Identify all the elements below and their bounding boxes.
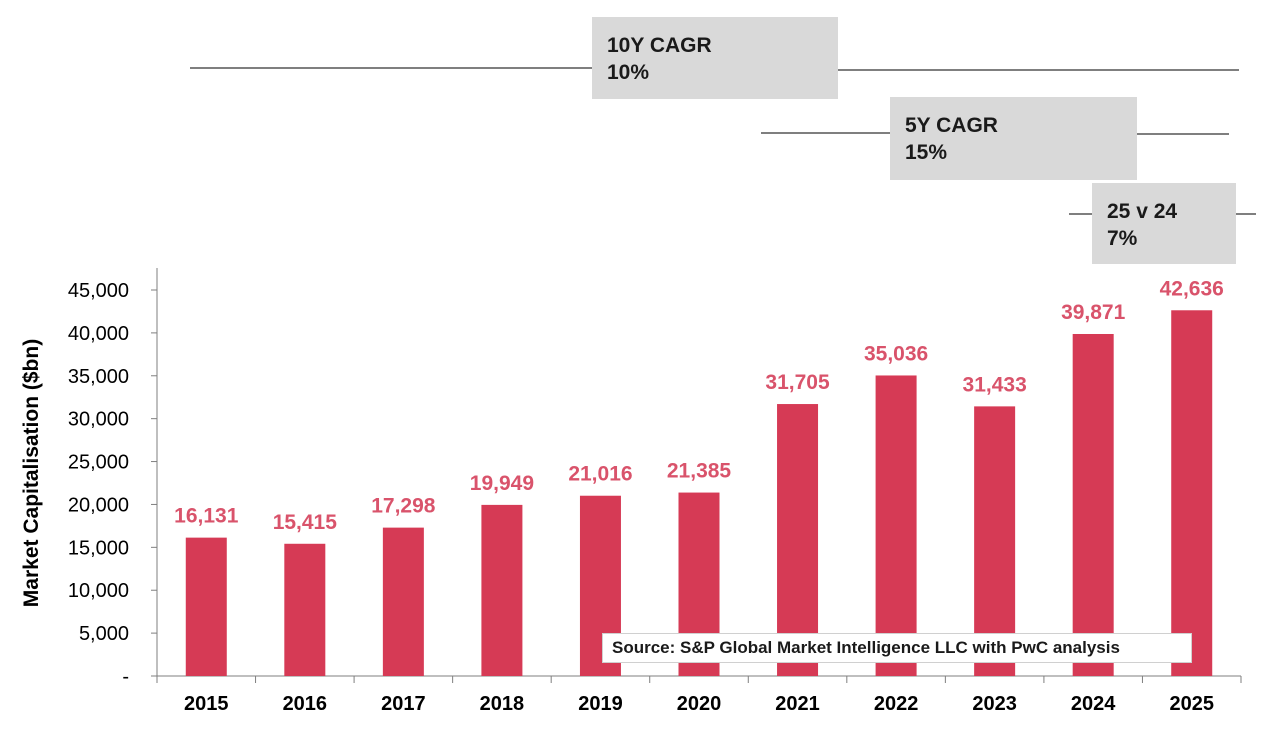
cagr-5y-line-right — [1137, 133, 1229, 135]
x-tick-label: 2025 — [1169, 693, 1214, 715]
yoy-title: 25 v 24 — [1107, 200, 1178, 223]
y-tick-label: 35,000 — [68, 366, 129, 388]
x-tick-label: 2020 — [677, 693, 722, 715]
yoy-box: 25 v 24 7% — [1092, 183, 1236, 264]
value-label: 19,949 — [470, 472, 534, 495]
x-tick-label: 2022 — [874, 693, 919, 715]
value-label: 21,016 — [568, 463, 632, 486]
cagr-5y-line-left — [761, 132, 890, 134]
y-tick-label: 40,000 — [68, 323, 129, 345]
cagr-10y-box: 10Y CAGR 10% — [592, 17, 838, 99]
y-tick-label: 30,000 — [68, 409, 129, 431]
cagr-10y-line-right — [838, 69, 1239, 71]
y-tick-label: 25,000 — [68, 452, 129, 474]
yoy-value: 7% — [1107, 227, 1138, 250]
y-tick-label: 10,000 — [68, 580, 129, 602]
y-axis-title: Market Capitalisation ($bn) — [20, 339, 43, 607]
cagr-10y-line-left — [190, 67, 592, 69]
cagr-10y-value: 10% — [607, 61, 650, 84]
bar — [382, 527, 424, 676]
cagr-5y-title: 5Y CAGR — [905, 114, 998, 137]
bar — [1171, 310, 1213, 676]
x-tick-label: 2023 — [972, 693, 1017, 715]
x-tick-label: 2019 — [578, 693, 623, 715]
value-label: 17,298 — [371, 495, 436, 518]
bar — [777, 404, 819, 676]
cagr-10y-title: 10Y CAGR — [607, 34, 712, 57]
cagr-5y-value: 15% — [905, 141, 948, 164]
y-tick-label: 15,000 — [68, 537, 129, 559]
y-tick-label: 20,000 — [68, 494, 129, 516]
value-label: 16,131 — [174, 505, 239, 528]
x-tick-label: 2021 — [775, 693, 820, 715]
source-note: Source: S&P Global Market Intelligence L… — [602, 633, 1192, 663]
yoy-line-left — [1069, 213, 1092, 215]
x-tick-label: 2016 — [283, 693, 328, 715]
value-label: 31,705 — [765, 371, 830, 394]
y-tick-label: 45,000 — [68, 280, 129, 302]
x-tick-label: 2018 — [480, 693, 525, 715]
y-tick-label: 5,000 — [79, 623, 129, 645]
bar — [284, 543, 326, 676]
value-label: 39,871 — [1061, 301, 1126, 324]
y-tick-label: - — [122, 666, 129, 688]
x-tick-label: 2017 — [381, 693, 426, 715]
x-tick-label: 2024 — [1071, 693, 1116, 715]
value-label: 21,385 — [667, 460, 732, 483]
value-label: 31,433 — [963, 373, 1027, 396]
bar — [875, 375, 917, 676]
x-tick-label: 2015 — [184, 693, 229, 715]
bar — [185, 537, 227, 676]
value-label: 35,036 — [864, 342, 928, 365]
value-label: 42,636 — [1160, 277, 1224, 300]
bar — [974, 406, 1016, 676]
cagr-5y-box: 5Y CAGR 15% — [890, 97, 1137, 180]
yoy-line-right — [1236, 213, 1256, 215]
bar — [481, 504, 523, 676]
bar — [1072, 333, 1114, 676]
value-label: 15,415 — [273, 511, 338, 534]
